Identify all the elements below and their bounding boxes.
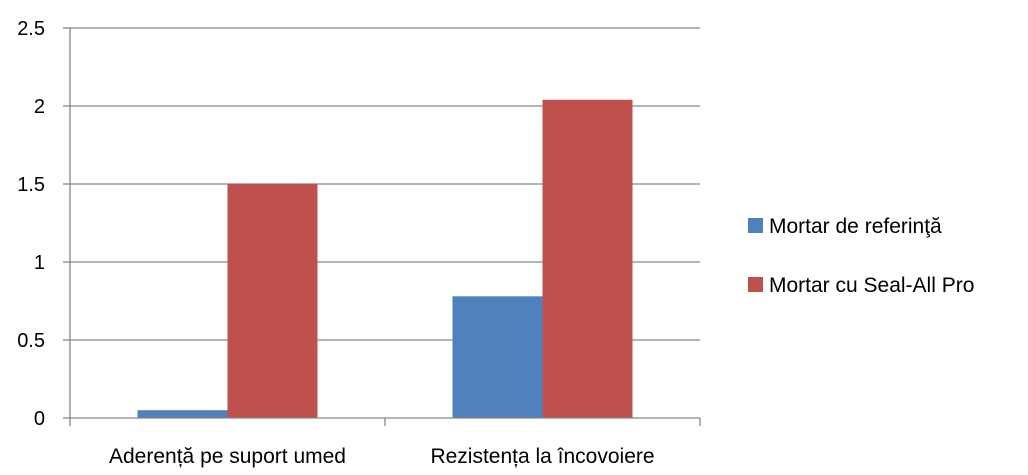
axes [63,27,701,426]
bar-reference-0 [137,410,228,418]
bar-seal-all-pro-1 [542,99,633,418]
bar-reference-1 [452,296,543,418]
legend-swatch [748,218,763,233]
x-category-label: Rezistența la încovoiere [430,445,654,468]
y-tick-label: 0 [34,408,45,430]
bars [137,99,633,418]
bar-seal-all-pro-0 [227,184,318,418]
y-tick-label: 2.5 [17,18,45,40]
y-tick-label: 1.5 [17,174,45,196]
legend-swatch [748,277,763,292]
legend: Mortar de referinţă Mortar cu Seal-All Pr… [748,215,974,297]
y-tick-label: 2 [34,96,45,118]
legend-label: Mortar de referinţă [769,215,942,238]
y-tick-label: 0.5 [17,330,45,352]
y-tick-label: 1 [34,252,45,274]
axis-labels: 0 0.5 1 1.5 2 2.5 Aderență pe suport umed Rezis… [17,18,654,468]
x-category-label: Aderență pe suport umed [109,445,346,468]
legend-label: Mortar cu Seal-All Pro [769,274,974,297]
